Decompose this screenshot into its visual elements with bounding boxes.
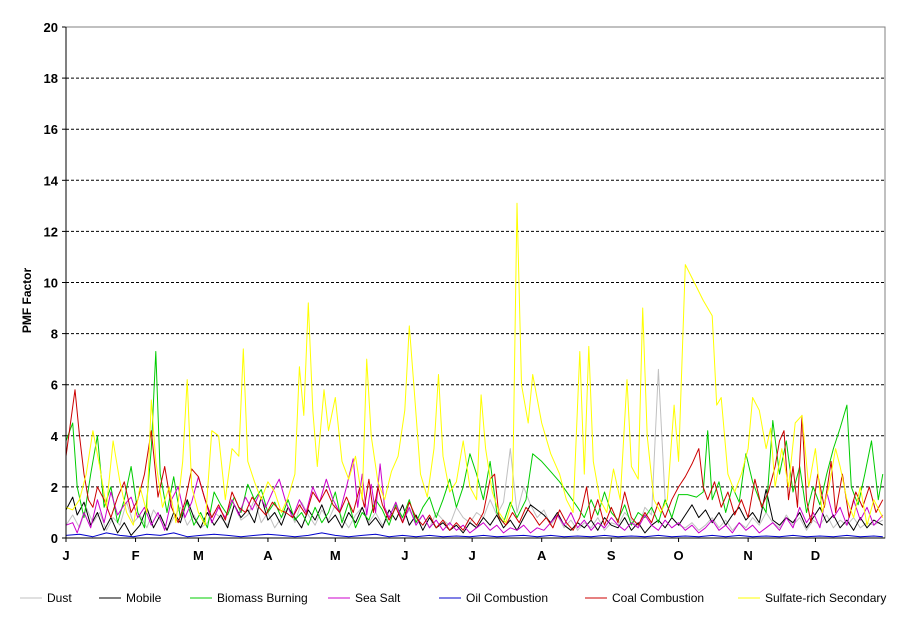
x-tick-label: S bbox=[607, 548, 616, 563]
y-tick-label: 20 bbox=[44, 20, 58, 35]
y-tick-label: 14 bbox=[44, 173, 59, 188]
legend-label: Biomass Burning bbox=[217, 591, 308, 605]
x-tick-label: F bbox=[132, 548, 140, 563]
series-line-dust bbox=[65, 368, 884, 531]
y-tick-label: 16 bbox=[44, 122, 58, 137]
legend-label: Dust bbox=[47, 591, 72, 605]
x-tick-label: A bbox=[263, 548, 273, 563]
series-line-biomass-burning bbox=[65, 351, 884, 529]
series-lines bbox=[65, 202, 884, 538]
y-tick-label: 6 bbox=[51, 378, 58, 393]
x-tick-label: O bbox=[674, 548, 684, 563]
legend: Dust Mobile Biomass Burning Sea Salt Oil Com… bbox=[20, 591, 886, 605]
x-tick-label: A bbox=[537, 548, 547, 563]
x-tick-label: J bbox=[62, 548, 69, 563]
y-tick-label: 8 bbox=[51, 327, 58, 342]
x-tick-label: J bbox=[401, 548, 408, 563]
x-tick-label: J bbox=[469, 548, 476, 563]
axes bbox=[62, 26, 886, 542]
x-tick-label: M bbox=[193, 548, 204, 563]
legend-label: Sulfate-rich Secondary bbox=[765, 591, 886, 605]
y-axis-title: PMF Factor bbox=[20, 268, 34, 334]
legend-label: Oil Combustion bbox=[466, 591, 548, 605]
legend-label: Coal Combustion bbox=[612, 591, 704, 605]
tick-labels: 0 2 4 6 8 10 12 14 16 18 20 J F M A M J J A S O N D PMF Factor bbox=[20, 20, 820, 563]
x-tick-label: N bbox=[743, 548, 752, 563]
y-tick-label: 12 bbox=[44, 224, 58, 239]
x-tick-label: D bbox=[811, 548, 820, 563]
series-line-oil-combustion bbox=[65, 532, 883, 538]
series-line-sulfate-rich-secondary bbox=[65, 202, 884, 526]
legend-label: Mobile bbox=[126, 591, 162, 605]
y-tick-label: 0 bbox=[51, 531, 58, 546]
x-tick-label: M bbox=[330, 548, 341, 563]
y-tick-label: 18 bbox=[44, 71, 58, 86]
y-tick-label: 2 bbox=[51, 480, 58, 495]
series-line-mobile bbox=[65, 489, 884, 536]
series-line-coal-combustion bbox=[65, 389, 884, 531]
legend-label: Sea Salt bbox=[355, 591, 401, 605]
y-tick-label: 10 bbox=[44, 276, 58, 291]
y-tick-label: 4 bbox=[51, 429, 59, 444]
